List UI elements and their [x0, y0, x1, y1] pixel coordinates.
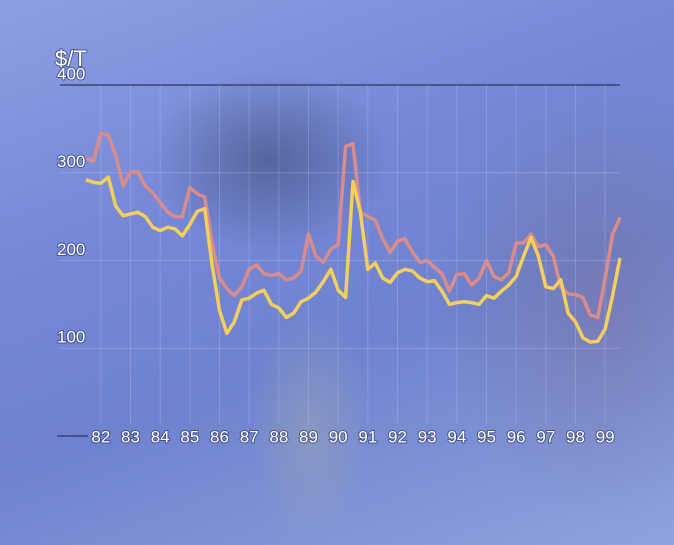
x-tick-label: 90: [329, 427, 348, 446]
data-line: [85, 131, 622, 320]
x-tick-label: 87: [240, 427, 259, 446]
x-tick-label: 93: [418, 427, 437, 446]
x-tick-label: 86: [210, 427, 229, 446]
x-tick-label: 94: [447, 427, 466, 446]
x-tick-label: 85: [180, 427, 199, 446]
y-tick-label: 200: [57, 240, 85, 259]
y-tick-label: 100: [57, 328, 85, 347]
y-tick-label: 300: [57, 152, 85, 171]
x-tick-label: 96: [507, 427, 526, 446]
x-tick-label: 88: [269, 427, 288, 446]
x-tick-label: 92: [388, 427, 407, 446]
y-tick-label: 400: [57, 64, 85, 83]
x-tick-label: 98: [566, 427, 585, 446]
x-tick-label: 99: [596, 427, 615, 446]
y-axis-label: $/T: [55, 46, 87, 71]
data-line: [85, 175, 622, 344]
x-tick-label: 97: [536, 427, 555, 446]
x-tick-label: 89: [299, 427, 318, 446]
x-tick-label: 84: [151, 427, 170, 446]
x-tick-label: 91: [358, 427, 377, 446]
x-tick-label: 82: [91, 427, 110, 446]
x-tick-label: 95: [477, 427, 496, 446]
x-tick-label: 83: [121, 427, 140, 446]
